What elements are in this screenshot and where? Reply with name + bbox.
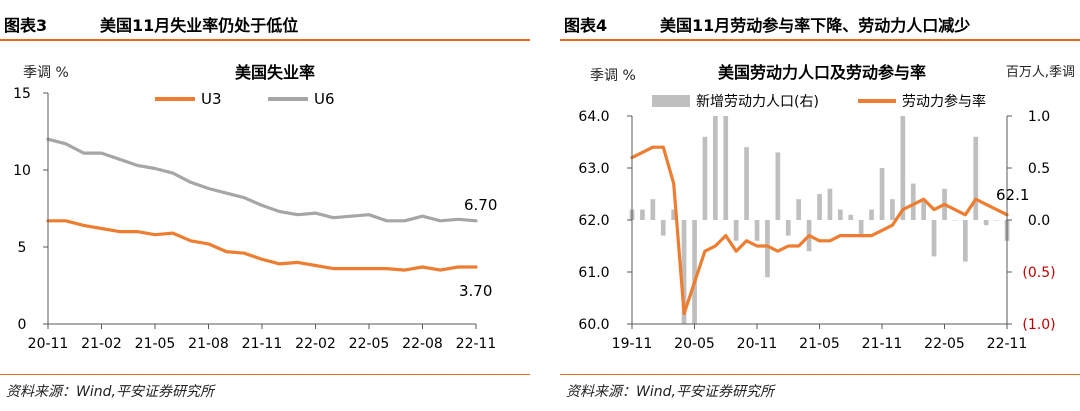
right-bar xyxy=(713,116,718,220)
left-x-tick-label: 21-02 xyxy=(81,336,122,352)
right-y-left-tick-label: 62.0 xyxy=(578,213,609,229)
right-bar xyxy=(733,220,739,241)
right-bar xyxy=(723,116,729,220)
right-y-right-tick-label: 0.5 xyxy=(1028,161,1050,177)
right-legend-label-bar: 新增劳动力人口(右) xyxy=(696,94,819,110)
left-figure-tag: 图表3 xyxy=(4,16,48,35)
right-y-axis-label-right: 百万人,季调 xyxy=(1006,65,1075,80)
right-annotation-rate: 62.1 xyxy=(996,186,1029,204)
right-y-right-tick-label: 0.0 xyxy=(1028,213,1050,229)
left-x-tick-label: 22-11 xyxy=(456,336,497,352)
right-bar xyxy=(775,152,781,220)
right-bar xyxy=(671,209,676,220)
right-x-tick-label: 20-05 xyxy=(674,336,715,352)
right-bar xyxy=(660,220,666,236)
right-x-tick-label: 20-11 xyxy=(737,336,778,352)
right-bar xyxy=(838,209,843,220)
right-chart-title: 美国劳动力人口及劳动参与率 xyxy=(718,63,926,82)
right-bar xyxy=(963,220,968,262)
left-series-line-u6 xyxy=(46,137,478,223)
left-y-tick-label: 10 xyxy=(13,163,31,179)
right-chart: 美国劳动力人口及劳动参与率 季调 % 百万人,季调 新增劳动力人口(右) 劳动力参… xyxy=(578,63,1075,352)
left-x-tick-label: 21-08 xyxy=(188,336,229,352)
right-bar xyxy=(848,214,854,220)
right-y-axis-label-left: 季调 % xyxy=(590,68,636,84)
right-x-tick-label: 21-05 xyxy=(799,336,840,352)
right-bar xyxy=(900,116,906,220)
left-panel: 图表3 美国11月失业率仍处于低位 美国失业率 季调 % U3 U6 0 5 10 15… xyxy=(0,0,530,411)
left-x-tick-label: 22-05 xyxy=(349,336,390,352)
left-annotation-u3: 3.70 xyxy=(459,282,492,300)
left-source-note: 资料来源：Wind,平安证券研究所 xyxy=(6,384,214,400)
right-source-note: 资料来源：Wind,平安证券研究所 xyxy=(566,384,774,400)
left-y-tick-label: 0 xyxy=(18,317,27,333)
right-series-line-participation xyxy=(630,145,1009,316)
right-x-tick-label: 21-11 xyxy=(862,336,903,352)
left-header-rule xyxy=(0,39,530,41)
right-bar xyxy=(879,168,885,220)
right-y-left-tick-label: 64.0 xyxy=(578,109,609,125)
left-y-tick-label: 5 xyxy=(18,240,27,256)
right-bar xyxy=(931,220,937,257)
left-series-line-u3 xyxy=(46,219,478,272)
right-x-tick-label: 22-11 xyxy=(987,336,1028,352)
right-header: 图表4 美国11月劳动参与率下降、劳动力人口减少 xyxy=(560,6,1080,38)
right-panel: 图表4 美国11月劳动参与率下降、劳动力人口减少 美国劳动力人口及劳动参与率 季… xyxy=(560,0,1080,411)
right-bar xyxy=(796,199,801,220)
left-x-tick-label: 20-11 xyxy=(28,336,69,352)
left-x-tick-label: 21-05 xyxy=(135,336,176,352)
right-bar xyxy=(921,199,926,220)
right-bar xyxy=(640,209,645,220)
left-annotation-u6: 6.70 xyxy=(464,196,497,214)
right-bar xyxy=(785,220,791,236)
right-legend-label-line: 劳动力参与率 xyxy=(902,93,986,110)
right-bar xyxy=(702,136,708,220)
left-footer-rule xyxy=(0,374,530,375)
right-bar xyxy=(827,188,833,220)
right-bar xyxy=(681,220,687,324)
right-bar xyxy=(858,220,864,236)
right-bar xyxy=(994,220,999,221)
right-bar xyxy=(650,199,656,220)
right-footer-rule xyxy=(560,374,1080,375)
right-bar xyxy=(910,183,916,220)
left-legend-label-u6: U6 xyxy=(314,90,335,108)
left-y-axis-label: 季调 % xyxy=(23,65,69,81)
left-legend-label-u3: U3 xyxy=(201,90,222,108)
right-figure-tag: 图表4 xyxy=(564,16,608,35)
right-bar xyxy=(890,199,895,220)
right-bar xyxy=(692,220,697,324)
left-chart: 美国失业率 季调 % U3 U6 0 5 10 15 20-11 21-02 21-05 21-… xyxy=(13,63,497,352)
right-bar xyxy=(765,220,770,278)
left-figure-heading: 美国11月失业率仍处于低位 xyxy=(100,16,299,35)
right-x-tick-label: 22-05 xyxy=(924,336,965,352)
left-x-tick-label: 22-08 xyxy=(402,336,443,352)
right-legend-swatch-bar xyxy=(652,95,690,107)
right-bar xyxy=(973,136,979,220)
right-y-left-tick-label: 61.0 xyxy=(578,265,609,281)
right-bar xyxy=(869,209,874,220)
right-bar xyxy=(744,147,749,220)
right-y-right-tick-label: (0.5) xyxy=(1022,265,1055,281)
right-bar xyxy=(952,220,958,221)
left-chart-title: 美国失业率 xyxy=(235,63,315,82)
right-x-tick-label: 19-11 xyxy=(612,336,653,352)
right-figure-heading: 美国11月劳动参与率下降、劳动力人口减少 xyxy=(660,16,971,35)
right-y-right-tick-label: (1.0) xyxy=(1022,317,1055,333)
right-y-left-tick-label: 63.0 xyxy=(578,161,609,177)
left-y-tick-label: 15 xyxy=(13,86,31,102)
right-bar xyxy=(817,194,822,220)
right-bar xyxy=(983,220,989,226)
right-header-rule xyxy=(560,39,1080,41)
left-x-tick-label: 22-02 xyxy=(295,336,336,352)
right-bar xyxy=(754,220,760,241)
left-x-tick-label: 21-11 xyxy=(242,336,283,352)
right-y-left-tick-label: 60.0 xyxy=(578,317,609,333)
left-header: 图表3 美国11月失业率仍处于低位 xyxy=(0,6,530,38)
right-y-right-tick-label: 1.0 xyxy=(1028,109,1050,125)
